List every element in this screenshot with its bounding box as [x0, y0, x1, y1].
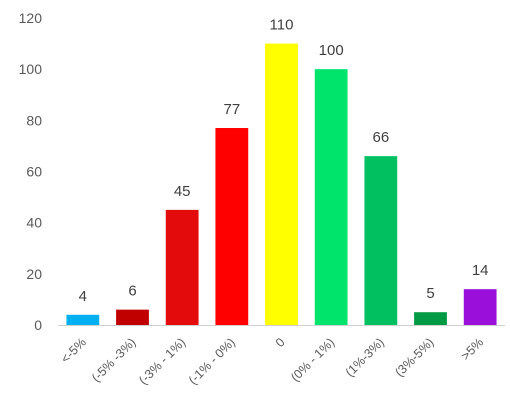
bar — [463, 289, 497, 325]
bar — [265, 43, 298, 325]
x-tick-label: (-3% - 1%) — [136, 335, 188, 387]
y-tick-label: 60 — [26, 164, 42, 180]
y-tick-label: 80 — [26, 112, 42, 128]
bar — [215, 128, 249, 325]
data-label: 45 — [174, 183, 191, 200]
data-labels-group: 4 6 45 77 110 100 66 5 14 — [79, 17, 489, 305]
y-tick-label: 40 — [26, 215, 42, 231]
data-label: 5 — [426, 285, 434, 302]
y-tick-label: 120 — [19, 10, 43, 26]
data-label: 110 — [270, 17, 294, 34]
x-tick-label: (-1% - 0%) — [186, 335, 238, 387]
bar — [314, 69, 348, 326]
x-tick-label: (1%-3%) — [343, 335, 387, 379]
y-tick-label: 0 — [34, 317, 42, 333]
bars-group — [66, 43, 497, 326]
bar — [116, 309, 149, 325]
data-label: 14 — [472, 262, 489, 279]
data-label: 6 — [128, 283, 136, 300]
data-label: 77 — [223, 101, 240, 118]
y-tick-label: 100 — [19, 61, 43, 77]
bar — [414, 312, 447, 325]
x-axis-labels: <-5% (-5% -3%)(-3% - 1%)(-1% - 0%) 0 (0% - … — [58, 335, 486, 387]
bar — [165, 209, 199, 325]
data-label: 4 — [79, 288, 87, 305]
x-tick-label: (-5% -3%) — [89, 335, 139, 385]
x-tick-label: 0 — [273, 335, 288, 350]
x-tick-label: <-5% — [58, 335, 89, 366]
x-tick-label: (0% - 1%) — [288, 335, 337, 384]
x-tick-label: >5% — [458, 335, 486, 363]
y-axis-ticks: 0 20 40 60 80 100 120 — [19, 10, 43, 333]
data-label: 100 — [319, 42, 344, 59]
bar — [66, 314, 100, 325]
x-tick-label: (3%-5%) — [392, 335, 436, 379]
bar — [364, 156, 398, 325]
y-tick-label: 20 — [26, 266, 42, 282]
data-label: 66 — [372, 129, 389, 146]
